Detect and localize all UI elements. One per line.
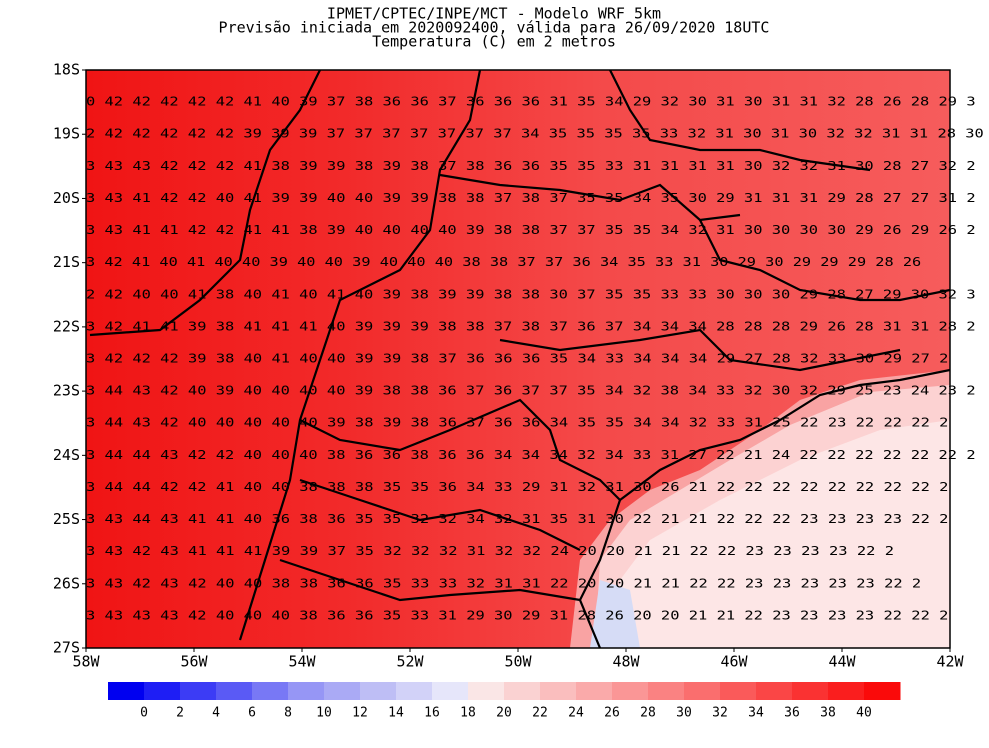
lat-label: 22S xyxy=(53,317,80,335)
lat-label: 20S xyxy=(53,189,80,207)
colorbar-swatch xyxy=(432,682,469,700)
temperature-row: 3 43 43 42 42 42 41 38 39 39 38 39 38 37… xyxy=(86,158,976,173)
temperature-row: 3 44 43 42 40 40 40 40 40 39 38 39 38 36… xyxy=(86,415,948,430)
colorbar-swatch xyxy=(720,682,757,700)
colorbar-label: 26 xyxy=(604,706,620,721)
colorbar-swatch xyxy=(360,682,397,700)
temperature-row: 3 43 44 43 41 41 40 36 38 36 35 35 32 32… xyxy=(86,511,948,526)
lat-label: 23S xyxy=(53,382,80,400)
colorbar-swatch xyxy=(540,682,577,700)
borders xyxy=(89,70,950,648)
colorbar-swatch xyxy=(216,682,253,700)
heatmap xyxy=(86,70,950,648)
colorbar-label: 6 xyxy=(248,706,256,721)
colorbar-swatch xyxy=(144,682,181,700)
lat-label: 18S xyxy=(53,61,80,79)
colorbar-label: 36 xyxy=(784,706,800,721)
colorbar-swatch xyxy=(576,682,613,700)
temperature-row: 3 43 41 42 42 40 41 39 39 40 40 39 39 38… xyxy=(86,190,976,205)
colorbar-label: 0 xyxy=(140,706,148,721)
temperature-row: 3 44 44 42 42 41 40 40 38 38 38 35 35 36… xyxy=(86,479,948,494)
colorbar-swatch xyxy=(648,682,685,700)
colorbar-label: 14 xyxy=(388,706,404,721)
lon-label: 54W xyxy=(288,653,316,671)
lon-label: 58W xyxy=(72,653,100,671)
temperature-row: 0 42 42 42 42 42 41 40 39 37 38 36 36 37… xyxy=(86,94,976,109)
lon-label: 44W xyxy=(828,653,856,671)
lat-label: 27S xyxy=(53,639,80,657)
title-line: IPMET/CPTEC/INPE/MCT - Modelo WRF 5km xyxy=(327,5,661,23)
colorbar-label: 34 xyxy=(748,706,764,721)
colorbar-label: 10 xyxy=(316,706,332,721)
temperature-row: 3 43 41 41 42 42 41 41 38 39 40 40 40 40… xyxy=(86,222,976,237)
colorbar-label: 18 xyxy=(460,706,476,721)
temperature-row: 2 42 42 42 42 42 39 39 39 37 37 37 37 37… xyxy=(86,126,989,141)
lat-label: 21S xyxy=(53,253,80,271)
colorbar-swatch xyxy=(828,682,865,700)
colorbar-swatch xyxy=(504,682,541,700)
colorbar-swatch xyxy=(324,682,361,700)
colorbar-swatch xyxy=(864,682,901,700)
colorbar-swatch xyxy=(288,682,325,700)
temperature-row: 2 42 40 40 41 38 40 41 40 41 40 39 38 39… xyxy=(86,286,976,301)
colorbar-swatch xyxy=(684,682,721,700)
temperature-row: 3 42 41 40 41 40 40 39 40 40 39 40 40 40… xyxy=(86,254,921,269)
lon-label: 48W xyxy=(612,653,640,671)
colorbar-swatch xyxy=(396,682,433,700)
colorbar-swatch xyxy=(756,682,793,700)
colorbar-swatch xyxy=(252,682,289,700)
temperature-row: 3 44 43 42 40 39 40 40 40 40 39 38 38 36… xyxy=(86,383,976,398)
title-line: Temperatura (C) em 2 metros xyxy=(372,33,616,51)
colorbar-label: 38 xyxy=(820,706,836,721)
colorbar-label: 8 xyxy=(284,706,292,721)
colorbar-swatch xyxy=(468,682,505,700)
lat-label: 24S xyxy=(53,446,80,464)
temperature-row: 3 42 42 42 39 38 40 41 40 40 39 39 38 37… xyxy=(86,351,948,366)
temperature-row: 3 42 41 41 39 38 41 41 41 40 39 39 39 38… xyxy=(86,318,976,333)
temperature-row: 3 43 43 43 42 40 40 40 38 36 36 35 33 31… xyxy=(86,607,948,622)
colorbar-swatch xyxy=(612,682,649,700)
lon-label: 56W xyxy=(180,653,208,671)
temperature-row: 3 44 44 43 42 42 40 40 40 38 36 36 38 36… xyxy=(86,447,976,462)
colorbar-label: 24 xyxy=(568,706,584,721)
colorbar-label: 4 xyxy=(212,706,220,721)
temperature-row: 3 43 42 43 42 40 40 38 38 36 36 35 33 33… xyxy=(86,575,921,590)
temperature-row: 3 43 42 43 41 41 41 39 39 37 35 32 32 32… xyxy=(86,543,894,558)
lat-label: 19S xyxy=(53,125,80,143)
colorbar-swatch xyxy=(180,682,217,700)
lon-label: 52W xyxy=(396,653,424,671)
colorbar-label: 28 xyxy=(640,706,656,721)
colorbar-label: 12 xyxy=(352,706,368,721)
colorbar-label: 16 xyxy=(424,706,440,721)
colorbar-label: 20 xyxy=(496,706,512,721)
colorbar-label: 30 xyxy=(676,706,692,721)
lat-label: 25S xyxy=(53,510,80,528)
colorbar-label: 32 xyxy=(712,706,728,721)
lon-label: 50W xyxy=(504,653,532,671)
colorbar-label: 22 xyxy=(532,706,548,721)
colorbar-label: 2 xyxy=(176,706,184,721)
lon-label: 42W xyxy=(936,653,964,671)
colorbar-label: 40 xyxy=(856,706,872,721)
lon-label: 46W xyxy=(720,653,748,671)
colorbar-swatch xyxy=(108,682,145,700)
title-line: Previsão iniciada em 2020092400, válida … xyxy=(219,19,770,37)
colorbar-swatch xyxy=(792,682,829,700)
lat-label: 26S xyxy=(53,574,80,592)
